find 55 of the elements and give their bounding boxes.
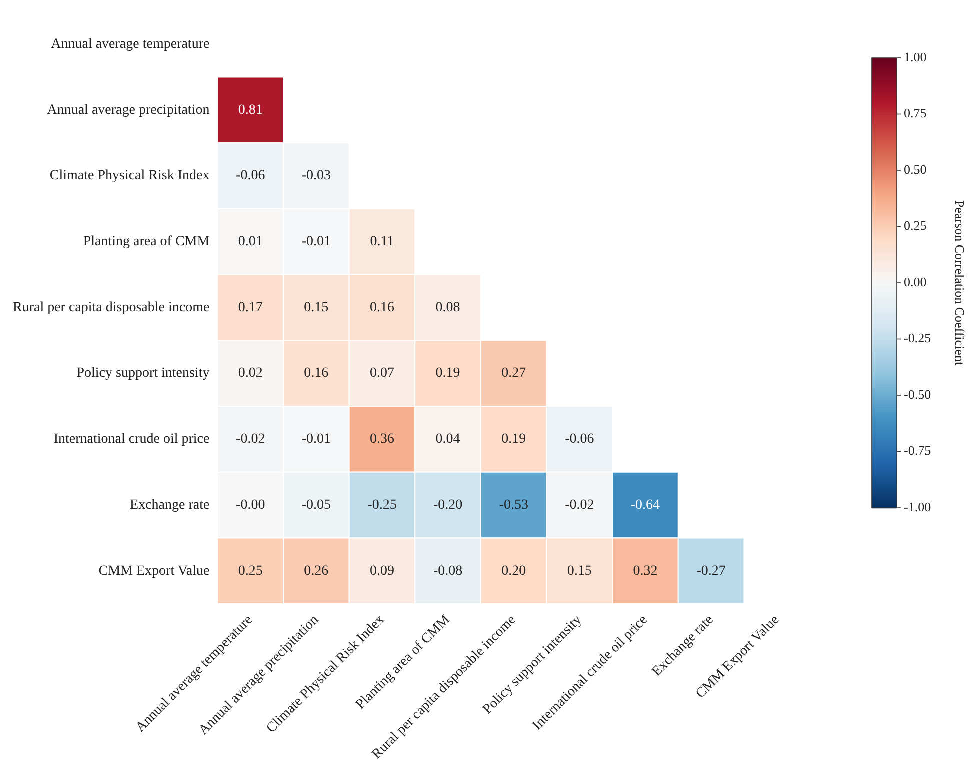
- data-label: -0.25: [368, 498, 397, 513]
- data-label: -0.53: [499, 498, 528, 513]
- color-bar-label: -0.25: [904, 330, 932, 346]
- data-label: -0.02: [236, 432, 266, 448]
- y-tick-label: Exchange rate: [130, 498, 210, 513]
- data-label: 0.20: [502, 564, 526, 579]
- data-label: -0.27: [696, 564, 726, 579]
- data-label: 0.11: [370, 234, 394, 250]
- color-bar-label: -1.00: [904, 499, 932, 514]
- y-tick-label: Annual average precipitation: [47, 102, 210, 118]
- color-bar-label: 1.00: [904, 49, 927, 64]
- data-label: 0.81: [238, 102, 263, 118]
- data-label: 0.16: [304, 366, 329, 382]
- y-tick-label: Annual average temperature: [51, 36, 210, 52]
- y-tick-label: Policy support intensity: [76, 366, 210, 382]
- color-bar-label: -0.75: [904, 443, 932, 458]
- data-label: -0.08: [433, 564, 463, 579]
- data-label: 0.27: [502, 366, 526, 382]
- y-tick-label: CMM Export Value: [98, 564, 210, 579]
- color-bar-label: 0.50: [904, 162, 927, 177]
- data-label: -0.03: [302, 168, 332, 184]
- data-label: 0.36: [370, 432, 394, 448]
- data-label: 0.04: [436, 432, 460, 448]
- color-bar-label: -0.50: [904, 386, 932, 402]
- data-label: 0.15: [304, 300, 329, 316]
- data-label: 0.19: [502, 432, 526, 448]
- data-label: -0.20: [433, 498, 463, 513]
- data-label: 0.08: [436, 300, 460, 316]
- data-label: 0.26: [304, 564, 329, 579]
- data-label: -0.00: [236, 498, 266, 513]
- data-label: -0.01: [302, 234, 332, 250]
- color-bar-label: 0.00: [904, 274, 927, 290]
- data-label: 0.09: [370, 564, 394, 579]
- data-label: 0.19: [436, 366, 460, 382]
- data-label: 0.02: [238, 366, 263, 382]
- data-label: -0.06: [565, 432, 594, 448]
- data-label: 0.25: [238, 564, 263, 579]
- data-label: -0.06: [236, 168, 266, 184]
- y-tick-label: Climate Physical Risk Index: [50, 168, 210, 184]
- data-label: 0.01: [238, 234, 263, 250]
- data-label: -0.02: [565, 498, 594, 513]
- data-label: 0.16: [370, 300, 394, 316]
- y-tick-label: Planting area of CMM: [83, 234, 210, 250]
- color-bar-title: Pearson Correlation Coefficient: [952, 200, 968, 366]
- color-bar-label: 0.25: [904, 218, 927, 234]
- data-label: -0.05: [302, 498, 332, 513]
- color-bar-label: 0.75: [904, 106, 927, 121]
- y-tick-label: International crude oil price: [54, 432, 210, 448]
- data-label: -0.64: [630, 498, 660, 513]
- y-tick-label: Rural per capita disposable income: [12, 300, 210, 316]
- data-label: 0.07: [370, 366, 394, 382]
- data-label: 0.15: [567, 564, 592, 579]
- data-label: 0.17: [238, 300, 263, 316]
- data-label: -0.01: [302, 432, 332, 448]
- data-label: 0.32: [633, 564, 658, 579]
